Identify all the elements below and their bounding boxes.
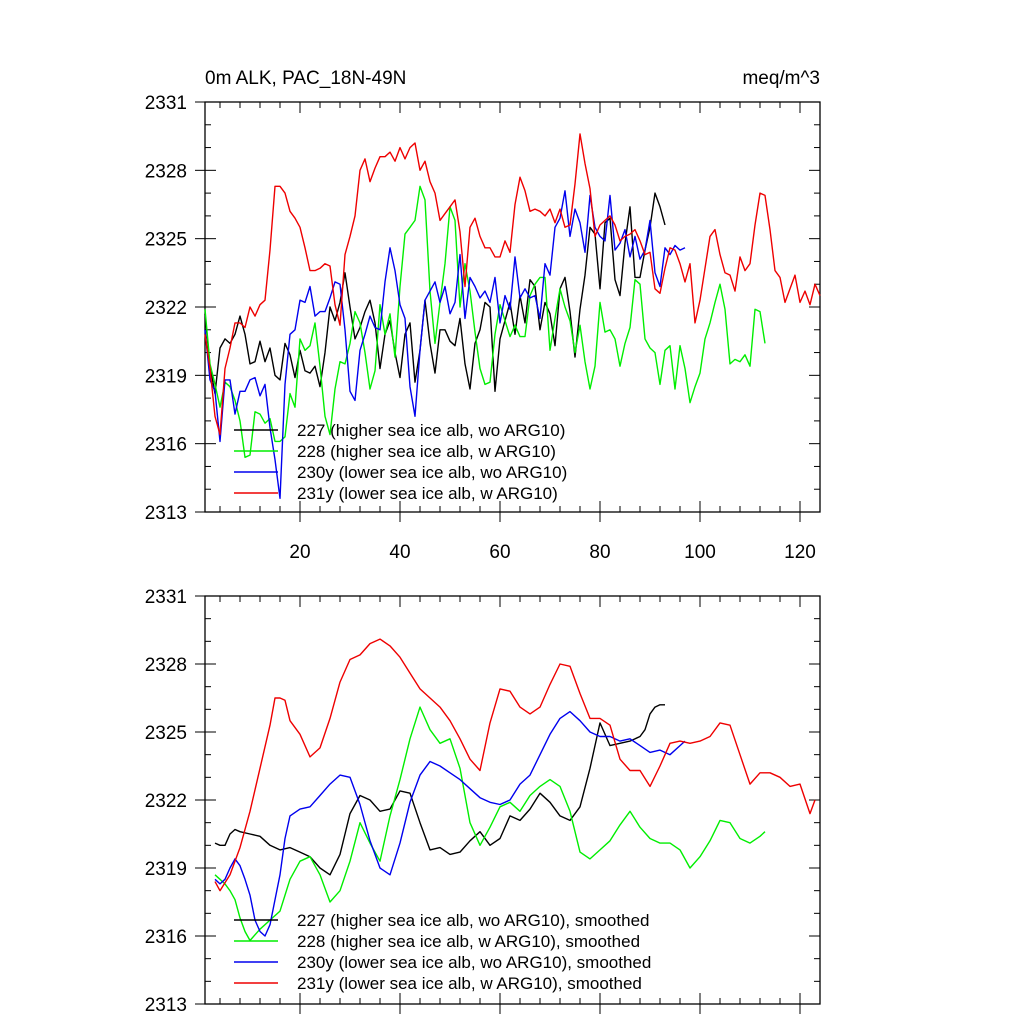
series-line-1	[205, 186, 765, 457]
series-line-3	[215, 639, 815, 891]
x-tick-label: 80	[589, 542, 610, 563]
y-tick-label: 2322	[145, 298, 187, 319]
y-tick-label: 2313	[145, 995, 187, 1016]
x-tick-label: 60	[489, 542, 510, 563]
legend-label-1: 228 (higher sea ice alb, w ARG10), smoot…	[297, 932, 640, 951]
figure: 2313 2316 2319 2322 2325 2328 2331 20 40 60 80 100 1…	[0, 0, 1024, 1024]
legend-label-0: 227 (higher sea ice alb, wo ARG10)	[297, 421, 565, 440]
y-tick-label: 2322	[145, 791, 187, 812]
x-tick-label: 20	[289, 542, 310, 563]
x-tick-label: 40	[389, 542, 410, 563]
x-tick-label: 100	[684, 542, 716, 563]
legend-label-0: 227 (higher sea ice alb, wo ARG10), smoo…	[297, 911, 649, 930]
x-tick-label: 120	[784, 542, 816, 563]
series-line-0	[205, 193, 665, 394]
y-tick-label: 2319	[145, 366, 187, 387]
y-tick-label: 2331	[145, 587, 187, 608]
legend-label-1: 228 (higher sea ice alb, w ARG10)	[297, 442, 556, 461]
y-tick-label: 2313	[145, 503, 187, 524]
units-label: meq/m^3	[742, 68, 820, 89]
series-line-0	[215, 705, 665, 875]
y-tick-label: 2316	[145, 927, 187, 948]
y-tick-label: 2325	[145, 230, 187, 251]
legend-label-2: 230y (lower sea ice alb, wo ARG10), smoo…	[297, 953, 651, 972]
legend-label-3: 231y (lower sea ice alb, w ARG10)	[297, 484, 558, 503]
y-tick-label: 2328	[145, 655, 187, 676]
y-tick-label: 2331	[145, 93, 187, 114]
chart-title: 0m ALK, PAC_18N-49N	[205, 68, 406, 89]
y-tick-label: 2316	[145, 435, 187, 456]
y-tick-label: 2325	[145, 723, 187, 744]
panel-bottom: 2313 2316 2319 2322 2325 2328 2331 227 (higher …	[145, 587, 820, 1016]
y-tick-label: 2328	[145, 161, 187, 182]
panel-top: 2313 2316 2319 2322 2325 2328 2331 20 40 60 80 100 1…	[145, 68, 820, 563]
y-tick-label: 2319	[145, 859, 187, 880]
legend-label-2: 230y (lower sea ice alb, wo ARG10)	[297, 463, 567, 482]
legend-label-3: 231y (lower sea ice alb, w ARG10), smoot…	[297, 974, 642, 993]
